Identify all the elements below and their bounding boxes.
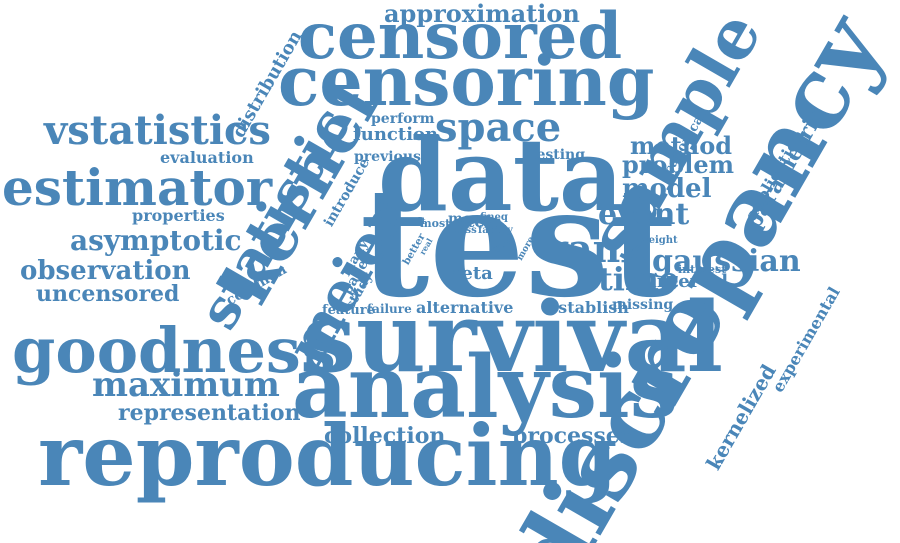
- word: censored: [298, 0, 623, 74]
- word: censoring: [278, 42, 655, 122]
- word: method: [630, 131, 732, 160]
- word: model: [622, 174, 712, 204]
- word: uncensored: [36, 281, 180, 307]
- word: test: [360, 155, 679, 331]
- word: event: [598, 197, 690, 232]
- word: function: [353, 124, 439, 145]
- word: analysis: [292, 337, 679, 438]
- word: evaluation: [160, 148, 254, 167]
- word: data: [378, 116, 624, 234]
- word: family: [478, 225, 513, 236]
- word: failure: [367, 302, 412, 316]
- word: testing: [530, 147, 586, 163]
- word: survival: [302, 281, 724, 394]
- word: properties: [132, 206, 225, 225]
- word: perform: [371, 111, 435, 127]
- word: fineq: [480, 212, 508, 223]
- word: missing: [612, 297, 674, 313]
- word: problem: [622, 150, 734, 179]
- word: observation: [20, 256, 191, 286]
- word: result: [396, 217, 426, 227]
- word: collection: [324, 423, 446, 449]
- word: rkhss: [446, 225, 477, 236]
- word: interval: [650, 271, 729, 292]
- word: most: [420, 217, 451, 230]
- word: maximum: [92, 365, 280, 405]
- word: interest: [678, 263, 727, 276]
- word: space: [435, 104, 562, 151]
- word: mean: [448, 211, 491, 227]
- word: vstatistics: [44, 107, 271, 154]
- word: previous: [354, 149, 421, 165]
- word: estimator: [2, 158, 273, 217]
- word: rank: [548, 226, 647, 271]
- word: experimental: [768, 283, 844, 396]
- word: gaussian: [652, 244, 801, 279]
- word: asymptotic: [70, 224, 242, 257]
- word: representation: [118, 400, 301, 426]
- word: approximation: [384, 0, 580, 28]
- word: stein: [458, 212, 503, 231]
- word: processes: [512, 423, 633, 449]
- word: time: [598, 260, 680, 298]
- word: weight: [640, 235, 678, 246]
- word: theta: [440, 263, 493, 284]
- word: reproducing: [38, 406, 618, 505]
- word: alternative: [416, 298, 514, 317]
- word: feature: [322, 303, 375, 318]
- word: goodness: [12, 314, 336, 387]
- word: establish: [548, 298, 629, 317]
